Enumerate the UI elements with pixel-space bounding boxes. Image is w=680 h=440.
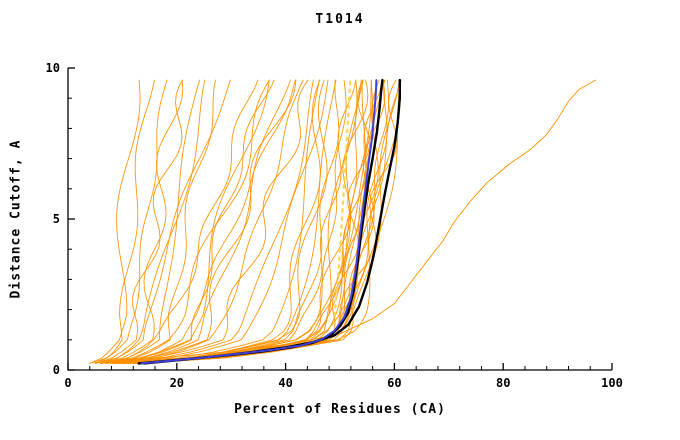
ensemble-curve [105,79,314,364]
ensemble-curve [105,79,216,364]
reference-line [333,80,352,317]
x-axis-label: Percent of Residues (CA) [234,402,446,417]
ensemble-curve [132,79,369,364]
ensemble-curve [100,79,270,364]
ensemble-curve [127,79,321,364]
ensemble-curve [100,79,200,364]
x-tick-label: 80 [496,376,510,390]
ensemble-curve [100,79,184,364]
ensemble-curve [100,79,309,364]
chart-title: T1014 [315,12,365,27]
y-tick-label: 5 [53,212,60,226]
ensemble-curve [121,79,357,364]
x-tick-label: 20 [170,376,184,390]
x-tick-label: 40 [278,376,292,390]
ensemble-curve [116,79,337,364]
ensemble-curve [116,79,328,364]
x-tick-label: 100 [601,376,623,390]
ensemble-curve [105,79,270,364]
ensemble-curve [111,79,296,364]
x-tick-label: 60 [387,376,401,390]
ensemble-curve [105,79,291,364]
ensemble-curve [105,79,259,364]
ensemble-curve [94,79,231,364]
ensemble-curve [111,79,304,364]
ensemble-curve [100,79,275,364]
ensemble-curve [127,79,374,364]
outlier-model-curve [94,79,597,363]
ensemble-curve [132,79,384,364]
ensemble-curve [138,79,398,364]
ensemble-curve [94,79,183,364]
ensemble-curve [121,79,340,364]
ensemble-curve [111,79,329,364]
ensemble-curve [100,79,206,364]
ensemble-curve [89,79,168,364]
ensemble-curve [127,79,390,364]
y-tick-label: 10 [46,61,60,75]
ensemble-curve [89,79,141,364]
ensemble-curve [116,79,386,364]
ensemble-curve [111,79,372,364]
ensemble-curve [116,79,362,364]
ensemble-curve [121,79,402,364]
ensemble-curve [127,79,358,364]
x-tick-label: 0 [64,376,71,390]
ensemble-curve [94,79,155,364]
ensemble-curve [132,79,400,364]
ensemble-curve [111,79,320,364]
y-tick-label: 0 [53,363,60,377]
y-axis-label: Distance Cutoff, A [8,139,24,299]
ensemble-curve [105,79,297,364]
selected-model-curve [140,79,378,365]
